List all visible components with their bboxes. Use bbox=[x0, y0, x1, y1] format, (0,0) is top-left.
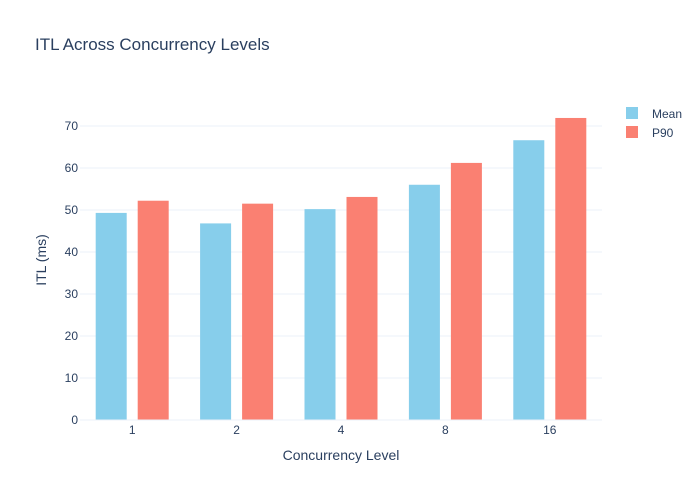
bar-mean-1 bbox=[95, 212, 127, 420]
legend-label: Mean bbox=[652, 107, 682, 121]
y-tick-label: 0 bbox=[71, 413, 78, 427]
x-axis-title: Concurrency Level bbox=[283, 447, 400, 463]
y-tick-label: 40 bbox=[65, 245, 79, 259]
bar-mean-8 bbox=[408, 184, 440, 420]
bar-p90-16 bbox=[555, 117, 587, 420]
y-axis-title: ITL (ms) bbox=[33, 234, 49, 286]
y-tick-label: 70 bbox=[65, 119, 79, 133]
legend-label: P90 bbox=[652, 126, 674, 140]
x-tick-label: 16 bbox=[543, 423, 557, 437]
bar-p90-4 bbox=[346, 196, 378, 420]
legend[interactable]: Mean P90 bbox=[626, 107, 682, 140]
y-tick-label: 20 bbox=[65, 329, 79, 343]
bar-p90-1 bbox=[137, 200, 169, 420]
x-tick-label: 8 bbox=[442, 423, 449, 437]
bar-mean-2 bbox=[200, 223, 232, 420]
bar-p90-2 bbox=[242, 203, 274, 420]
x-tick-label: 1 bbox=[129, 423, 136, 437]
x-tick-label: 2 bbox=[233, 423, 240, 437]
chart-title: ITL Across Concurrency Levels bbox=[35, 35, 270, 54]
y-tick-label: 30 bbox=[65, 287, 79, 301]
legend-swatch bbox=[626, 126, 638, 138]
bar-p90-8 bbox=[450, 162, 482, 420]
x-tick-label: 4 bbox=[338, 423, 345, 437]
y-tick-label: 60 bbox=[65, 161, 79, 175]
legend-item-mean[interactable]: Mean bbox=[626, 107, 682, 121]
y-tick-label: 50 bbox=[65, 203, 79, 217]
y-tick-label: 10 bbox=[65, 371, 79, 385]
bar-mean-16 bbox=[513, 140, 545, 420]
x-tick-labels: 1 2 4 8 16 bbox=[129, 423, 557, 437]
legend-swatch bbox=[626, 107, 638, 119]
y-tick-labels: 0 10 20 30 40 50 60 70 bbox=[65, 119, 79, 427]
legend-item-p90[interactable]: P90 bbox=[626, 126, 674, 140]
bars bbox=[95, 117, 587, 420]
bar-mean-4 bbox=[304, 209, 336, 420]
